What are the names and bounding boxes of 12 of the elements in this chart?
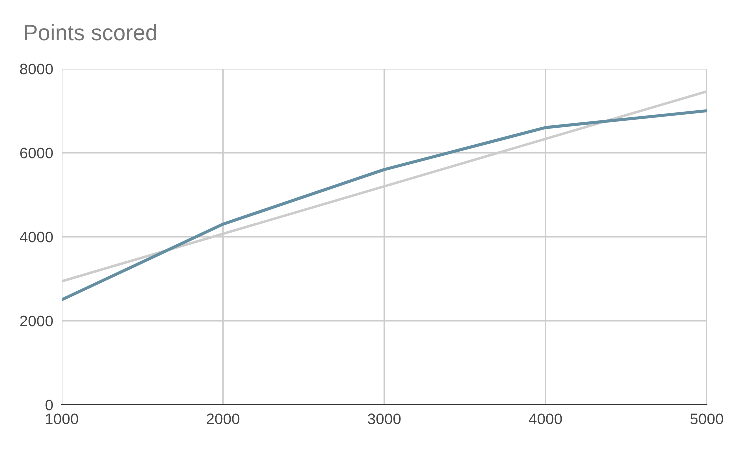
y-tick-label: 2000 <box>20 316 54 327</box>
x-tick-label: 4000 <box>529 414 562 425</box>
x-tick-label: 3000 <box>368 414 401 425</box>
line-series <box>62 109 707 302</box>
chart-title: Points scored <box>25 24 157 41</box>
x-tick-label: 1000 <box>46 414 78 425</box>
y-tick-label: 0 <box>46 400 54 411</box>
x-tick-label: 5000 <box>690 414 724 425</box>
y-tick-label: 8000 <box>20 64 54 75</box>
y-tick-label: 6000 <box>20 148 54 159</box>
x-tick-label: 2000 <box>207 414 240 425</box>
y-tick-label: 4000 <box>20 232 54 243</box>
